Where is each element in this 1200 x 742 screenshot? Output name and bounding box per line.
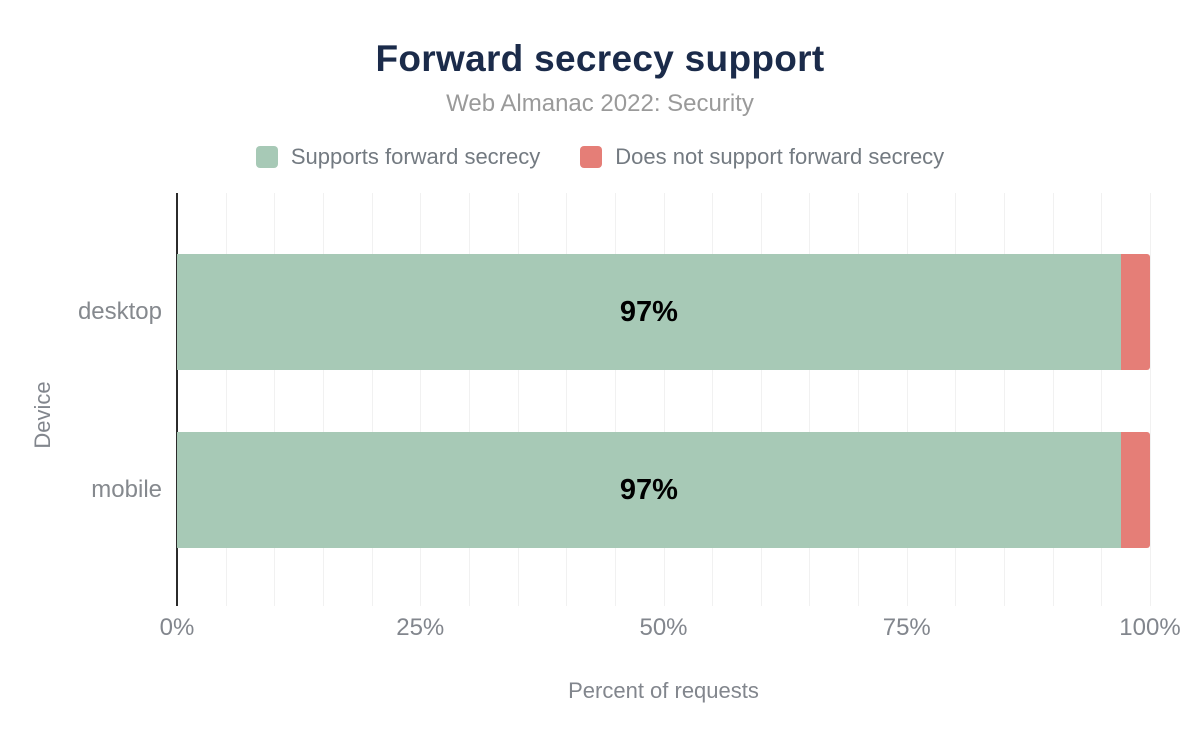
bar-segment-desktop-1 [1120, 254, 1150, 370]
category-label-desktop: desktop [77, 298, 162, 325]
gridline [955, 193, 957, 606]
legend-item-label: Does not support forward secrecy [615, 144, 945, 169]
x-tick-label: 50% [639, 614, 688, 641]
legend-item-0: Supports forward secrecy [255, 144, 541, 170]
x-axis-title: Percent of requests [568, 678, 759, 703]
bar-segment-desktop-0: 97% [177, 254, 1121, 370]
gridline [274, 193, 276, 606]
y-axis-title: Device [30, 381, 55, 449]
x-tick-label: 75% [882, 614, 931, 641]
gridline [712, 193, 714, 606]
legend-item-1: Does not support forward secrecy [580, 144, 944, 170]
gridline [1150, 193, 1151, 606]
legend-item-label: Supports forward secrecy [290, 144, 541, 169]
x-tick-label: 0% [159, 614, 195, 641]
bar-value-label: 97% [619, 295, 678, 328]
gridline [663, 193, 665, 606]
category-label-mobile: mobile [91, 476, 162, 503]
legend-swatch-icon [255, 146, 278, 168]
gridline [517, 193, 519, 606]
x-tick-label: 100% [1119, 614, 1181, 641]
chart-title: Forward secrecy support [375, 38, 825, 79]
bar-row-desktop: 97% [177, 254, 1150, 370]
gridline [809, 193, 811, 606]
gridline [1004, 193, 1006, 606]
gridline [225, 193, 227, 606]
gridline [614, 193, 616, 606]
bar-segment-mobile-0: 97% [177, 432, 1121, 548]
gridline [1052, 193, 1054, 606]
gridline [371, 193, 373, 606]
gridline [420, 193, 422, 606]
bar-segment-mobile-1 [1120, 432, 1150, 548]
gridline [1101, 193, 1103, 606]
gridline [566, 193, 568, 606]
bar-row-mobile: 97% [177, 432, 1150, 548]
chart-subtitle: Web Almanac 2022: Security [446, 90, 754, 117]
gridline [322, 193, 324, 606]
y-axis-line [176, 193, 178, 606]
legend: Supports forward secrecy Does not support… [0, 144, 1200, 170]
gridline [760, 193, 762, 606]
bar-value-label: 97% [619, 473, 678, 506]
legend-swatch-icon [580, 146, 603, 168]
gridline [858, 193, 860, 606]
gridline [468, 193, 470, 606]
gridline [906, 193, 908, 606]
x-tick-label: 25% [396, 614, 445, 641]
